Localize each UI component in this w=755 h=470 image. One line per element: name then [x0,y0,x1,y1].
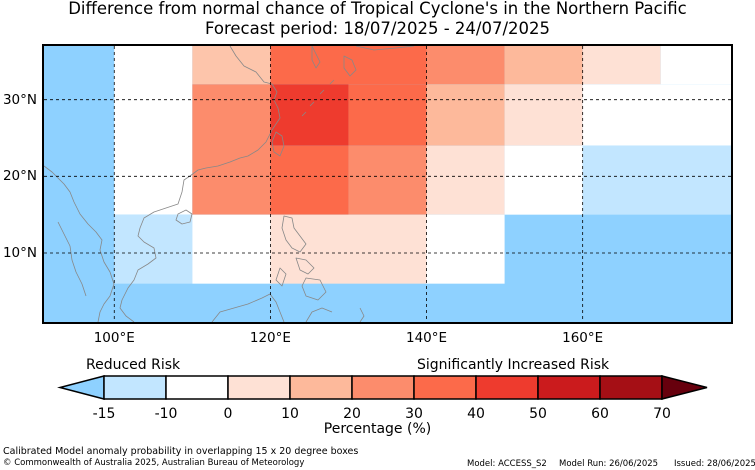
colorbar-over-arrow [661,375,708,400]
anomaly-box [426,46,505,85]
anomaly-box [114,214,193,284]
anomaly-box [504,145,583,215]
footer-issued: Issued: 28/06/2025 [674,459,755,469]
latitude-tick-label: 30°N [2,91,37,108]
colorbar-tick-label: 30 [405,406,423,422]
hainan-island [175,209,193,225]
philippines-mindanao [301,277,327,301]
colorbar-tick-label: 60 [591,406,609,422]
anomaly-box [582,46,661,85]
andaman-coast [57,221,87,297]
anomaly-box [114,46,193,215]
anomaly-box [348,145,427,215]
latitude-tick-label: 20°N [2,168,37,185]
footer-model: Model: ACCESS_S2 [467,459,547,469]
colorbar-bin [289,375,353,400]
colorbar-tick-label: 0 [223,406,233,422]
anomaly-box [192,214,271,284]
increased-risk-label: Significantly Increased Risk [417,357,610,373]
anomaly-box [348,84,427,146]
gulf-of-thailand-coast [44,165,115,322]
colorbar-tick-label: -10 [154,406,178,422]
anomaly-map [44,46,731,322]
footer-copyright: © Commonwealth of Australia 2025, Austra… [3,458,305,468]
palawan-island [275,267,287,287]
reduced-risk-label: Reduced Risk [86,357,181,373]
colorbar-tick-label: 10 [281,406,299,422]
footer-description: Calibrated Model anomaly probability in … [3,446,359,457]
longitude-tick-label: 140°E [406,330,448,346]
colorbar-bin [413,375,477,400]
colorbar-axis-label: Percentage (%) [323,421,432,437]
colorbar-tick-label: -15 [92,406,116,422]
anomaly-box [426,84,505,146]
borneo-coast [211,293,285,322]
sulawesi-coast [305,307,365,322]
anomaly-box [270,46,427,85]
colorbar-bin [103,375,167,400]
latitude-tick-label: 10°N [2,245,37,261]
anomaly-box [270,145,349,215]
anomaly-box [582,84,731,146]
anomaly-box [504,46,583,85]
forecast-period-subtitle: Forecast period: 18/07/2025 - 24/07/2025 [204,19,551,38]
colorbar-tick-label: 50 [529,406,547,422]
anomaly-box [270,214,427,284]
anomaly-box [426,214,505,284]
japan-honshu [355,46,415,51]
colorbar-bin [165,375,229,400]
anomaly-box [660,46,731,85]
colorbar [57,375,708,400]
japan-kyushu [343,55,357,77]
colorbar-bin [475,375,539,400]
anomaly-box [504,84,583,146]
colorbar-tick-label: 20 [343,406,361,422]
anomaly-box [426,145,505,215]
colorbar-bin [599,375,663,400]
anomaly-box [270,84,349,146]
longitude-tick-label: 100°E [93,330,135,346]
taiwan-island [271,131,285,157]
anomaly-box [192,46,271,85]
colorbar-bin [351,375,415,400]
colorbar-bin [227,375,291,400]
longitude-tick-label: 120°E [249,330,291,346]
colorbar-tick-label: 40 [467,406,485,422]
longitude-tick-label: 160°E [562,330,604,346]
ryukyu-islands [301,79,335,117]
colorbar-bin [537,375,601,400]
philippines-luzon [281,215,307,253]
map-title: Difference from normal chance of Tropica… [68,0,687,18]
map-panel [42,44,733,324]
colorbar-tick-label: 70 [653,406,671,422]
korea-peninsula [311,46,321,69]
anomaly-box [582,145,731,215]
anomaly-box [192,84,271,215]
philippines-visayas [295,257,315,275]
colorbar-under-arrow [57,375,105,400]
footer-model-run: Model Run: 26/06/2025 [559,459,659,469]
